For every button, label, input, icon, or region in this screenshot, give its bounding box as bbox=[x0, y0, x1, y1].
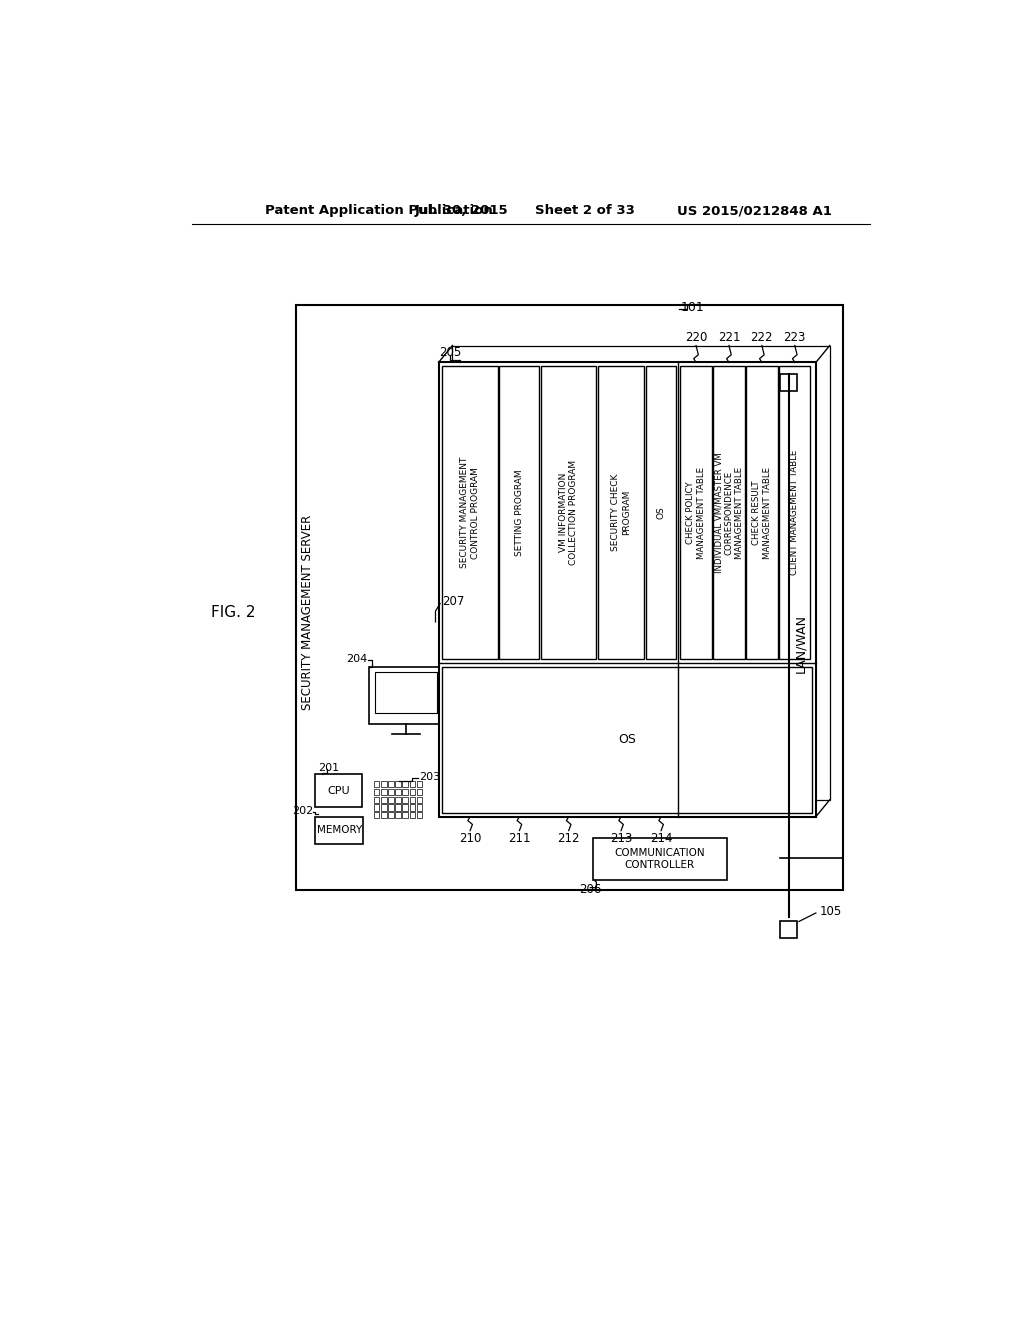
Bar bbox=[381, 781, 387, 788]
Bar bbox=[417, 797, 422, 803]
Bar bbox=[315, 817, 364, 843]
Text: CLIENT MANAGEMENT TABLE: CLIENT MANAGEMENT TABLE bbox=[791, 450, 800, 576]
Bar bbox=[375, 672, 437, 713]
Bar bbox=[395, 781, 401, 788]
Bar bbox=[388, 781, 394, 788]
Bar bbox=[381, 812, 387, 818]
Text: 105: 105 bbox=[819, 906, 842, 917]
Text: CHECK RESULT
MANAGEMENT TABLE: CHECK RESULT MANAGEMENT TABLE bbox=[753, 466, 771, 558]
Text: 212: 212 bbox=[557, 832, 580, 845]
Bar bbox=[598, 367, 644, 659]
Bar bbox=[442, 667, 812, 813]
Bar bbox=[410, 797, 416, 803]
Bar bbox=[381, 804, 387, 810]
Bar bbox=[410, 781, 416, 788]
Text: FIG. 2: FIG. 2 bbox=[211, 605, 256, 620]
Bar bbox=[402, 781, 409, 788]
Bar bbox=[402, 812, 409, 818]
Bar bbox=[410, 812, 416, 818]
Bar bbox=[438, 363, 816, 817]
Bar bbox=[395, 804, 401, 810]
Bar bbox=[410, 804, 416, 810]
Bar bbox=[374, 789, 380, 795]
Bar bbox=[315, 775, 361, 807]
Text: 222: 222 bbox=[751, 331, 773, 345]
Text: INDIVIDUAL VM/MASTER VM
CORRESPONDENCE
MANAGEMENT TABLE: INDIVIDUAL VM/MASTER VM CORRESPONDENCE M… bbox=[714, 453, 743, 573]
Bar bbox=[402, 797, 409, 803]
Text: CHECK POLICY
MANAGEMENT TABLE: CHECK POLICY MANAGEMENT TABLE bbox=[686, 466, 706, 558]
Text: SECURITY CHECK
PROGRAM: SECURITY CHECK PROGRAM bbox=[611, 474, 631, 552]
Bar bbox=[388, 804, 394, 810]
Bar bbox=[680, 367, 712, 659]
Text: 207: 207 bbox=[441, 594, 464, 607]
Bar bbox=[374, 781, 380, 788]
Bar bbox=[388, 789, 394, 795]
Bar bbox=[442, 367, 498, 659]
Text: OS: OS bbox=[618, 733, 636, 746]
Bar bbox=[417, 804, 422, 810]
Bar bbox=[374, 812, 380, 818]
Text: 206: 206 bbox=[579, 883, 601, 896]
Bar bbox=[714, 367, 744, 659]
Bar bbox=[402, 789, 409, 795]
Text: 203: 203 bbox=[419, 772, 440, 781]
Text: SETTING PROGRAM: SETTING PROGRAM bbox=[515, 470, 524, 556]
Text: 210: 210 bbox=[459, 832, 481, 845]
Bar bbox=[417, 781, 422, 788]
Bar bbox=[746, 367, 777, 659]
Bar bbox=[500, 367, 540, 659]
Text: 201: 201 bbox=[317, 763, 339, 774]
Text: 213: 213 bbox=[610, 832, 632, 845]
Bar bbox=[593, 837, 727, 880]
Text: 223: 223 bbox=[783, 331, 806, 345]
Text: 205: 205 bbox=[439, 346, 461, 359]
Bar bbox=[417, 789, 422, 795]
Bar bbox=[402, 804, 409, 810]
Text: SECURITY MANAGEMENT SERVER: SECURITY MANAGEMENT SERVER bbox=[301, 515, 314, 710]
Text: 214: 214 bbox=[650, 832, 673, 845]
Text: MEMORY: MEMORY bbox=[316, 825, 361, 836]
Bar bbox=[410, 789, 416, 795]
Text: Jul. 30, 2015: Jul. 30, 2015 bbox=[415, 205, 509, 218]
Text: OS: OS bbox=[656, 507, 666, 519]
Text: 101: 101 bbox=[681, 301, 705, 314]
Bar bbox=[370, 667, 442, 725]
Text: LAN/WAN: LAN/WAN bbox=[794, 614, 807, 673]
Bar bbox=[374, 797, 380, 803]
Bar bbox=[646, 367, 677, 659]
Bar bbox=[381, 789, 387, 795]
Text: Patent Application Publication: Patent Application Publication bbox=[265, 205, 494, 218]
Text: SECURITY MANAGEMENT
CONTROL PROGRAM: SECURITY MANAGEMENT CONTROL PROGRAM bbox=[461, 457, 480, 569]
Bar bbox=[388, 812, 394, 818]
Bar bbox=[780, 921, 798, 937]
Text: Sheet 2 of 33: Sheet 2 of 33 bbox=[535, 205, 635, 218]
Bar bbox=[395, 797, 401, 803]
Bar bbox=[779, 367, 810, 659]
Text: US 2015/0212848 A1: US 2015/0212848 A1 bbox=[677, 205, 831, 218]
Bar bbox=[381, 797, 387, 803]
Text: VM INFORMATION
COLLECTION PROGRAM: VM INFORMATION COLLECTION PROGRAM bbox=[559, 461, 579, 565]
Bar bbox=[417, 812, 422, 818]
Bar bbox=[395, 812, 401, 818]
Bar bbox=[541, 367, 596, 659]
Bar bbox=[780, 374, 798, 391]
Text: 211: 211 bbox=[508, 832, 530, 845]
Bar bbox=[296, 305, 843, 890]
Bar bbox=[395, 789, 401, 795]
Text: 221: 221 bbox=[718, 331, 740, 345]
Bar bbox=[388, 797, 394, 803]
Bar bbox=[374, 804, 380, 810]
Text: 204: 204 bbox=[346, 653, 367, 664]
Text: CPU: CPU bbox=[327, 785, 350, 796]
Text: 202: 202 bbox=[293, 805, 313, 816]
Text: COMMUNICATION
CONTROLLER: COMMUNICATION CONTROLLER bbox=[614, 847, 706, 870]
Text: 220: 220 bbox=[685, 331, 708, 345]
Bar bbox=[453, 346, 829, 800]
